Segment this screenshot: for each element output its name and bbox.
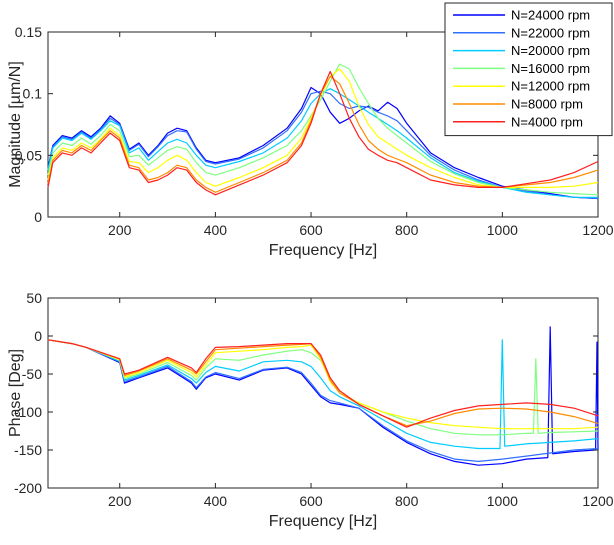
phase-series-1-line <box>47 339 599 462</box>
magnitude-x-tick-label: 1200 <box>582 222 613 238</box>
phase-plot: 200 400 600 800 1000 1200 -200 -150 -100 -50 0 50 F… <box>7 290 614 530</box>
phase-y-tick-label: -100 <box>14 404 42 420</box>
magnitude-series-4-line <box>47 68 599 188</box>
phase-series-4-line <box>47 339 599 430</box>
magnitude-series-2-line <box>47 88 598 198</box>
magnitude-x-tick-label: 600 <box>299 222 323 238</box>
phase-y-tick-label: -50 <box>22 366 42 382</box>
phase-y-tick-label: 0 <box>34 328 42 344</box>
phase-y-tick-label: 50 <box>26 290 42 306</box>
magnitude-x-tick-label: 1000 <box>487 222 518 238</box>
phase-x-axis-label: Frequency [Hz] <box>269 513 377 530</box>
magnitude-y-axis-label: Magnitude [µm/N] <box>7 61 24 188</box>
legend-entry-label: N=22000 rpm <box>511 25 590 40</box>
legend-entry-label: N=20000 rpm <box>511 43 590 58</box>
phase-x-tick-label: 1000 <box>487 493 518 509</box>
magnitude-y-tick-label: 0.15 <box>15 24 42 40</box>
phase-x-tick-label: 1200 <box>582 493 613 509</box>
magnitude-series-5-line <box>47 75 599 193</box>
legend-entry-label: N=4000 rpm <box>511 114 583 129</box>
legend: N=24000 rpm N=22000 rpm N=20000 rpm N=16000… <box>444 2 613 137</box>
magnitude-y-tick-label: 0.1 <box>23 86 43 102</box>
phase-y-tick-label: -150 <box>14 442 42 458</box>
legend-entry-label: N=12000 rpm <box>511 79 590 94</box>
phase-y-tick-label: -200 <box>14 480 42 496</box>
magnitude-x-tick-label: 400 <box>204 222 228 238</box>
magnitude-x-tick-label: 200 <box>108 222 132 238</box>
phase-x-tick-label: 200 <box>108 493 132 509</box>
legend-entry-label: N=24000 rpm <box>511 8 590 23</box>
magnitude-y-tick-label: 0.05 <box>15 147 42 163</box>
phase-ticks: 200 400 600 800 1000 1200 -200 -150 -100 -50 0 50 <box>14 290 614 509</box>
phase-x-tick-label: 400 <box>204 493 228 509</box>
phase-x-tick-label: 800 <box>395 493 419 509</box>
magnitude-y-tick-label: 0 <box>34 209 42 225</box>
legend-entry-label: N=16000 rpm <box>511 61 590 76</box>
phase-series-6-line <box>47 339 599 428</box>
magnitude-series-group <box>47 63 599 200</box>
magnitude-series-0-line <box>47 86 599 200</box>
phase-x-tick-label: 600 <box>299 493 323 509</box>
phase-plot-area <box>47 297 599 489</box>
phase-series-group <box>47 326 599 466</box>
magnitude-series-3-line <box>47 63 599 196</box>
phase-y-axis-label: Phase [Deg] <box>7 349 24 437</box>
magnitude-x-axis-label: Frequency [Hz] <box>269 242 377 259</box>
magnitude-series-6-line <box>47 70 599 196</box>
phase-series-0-line <box>47 326 599 466</box>
magnitude-x-tick-label: 800 <box>395 222 419 238</box>
magnitude-series-1-line <box>47 90 599 200</box>
legend-box <box>444 2 613 137</box>
legend-entry-label: N=8000 rpm <box>511 97 583 112</box>
phase-series-2-line <box>47 339 599 450</box>
magnitude-ticks: 200 400 600 800 1000 1200 0 0.05 0.1 0.15 <box>15 24 614 238</box>
